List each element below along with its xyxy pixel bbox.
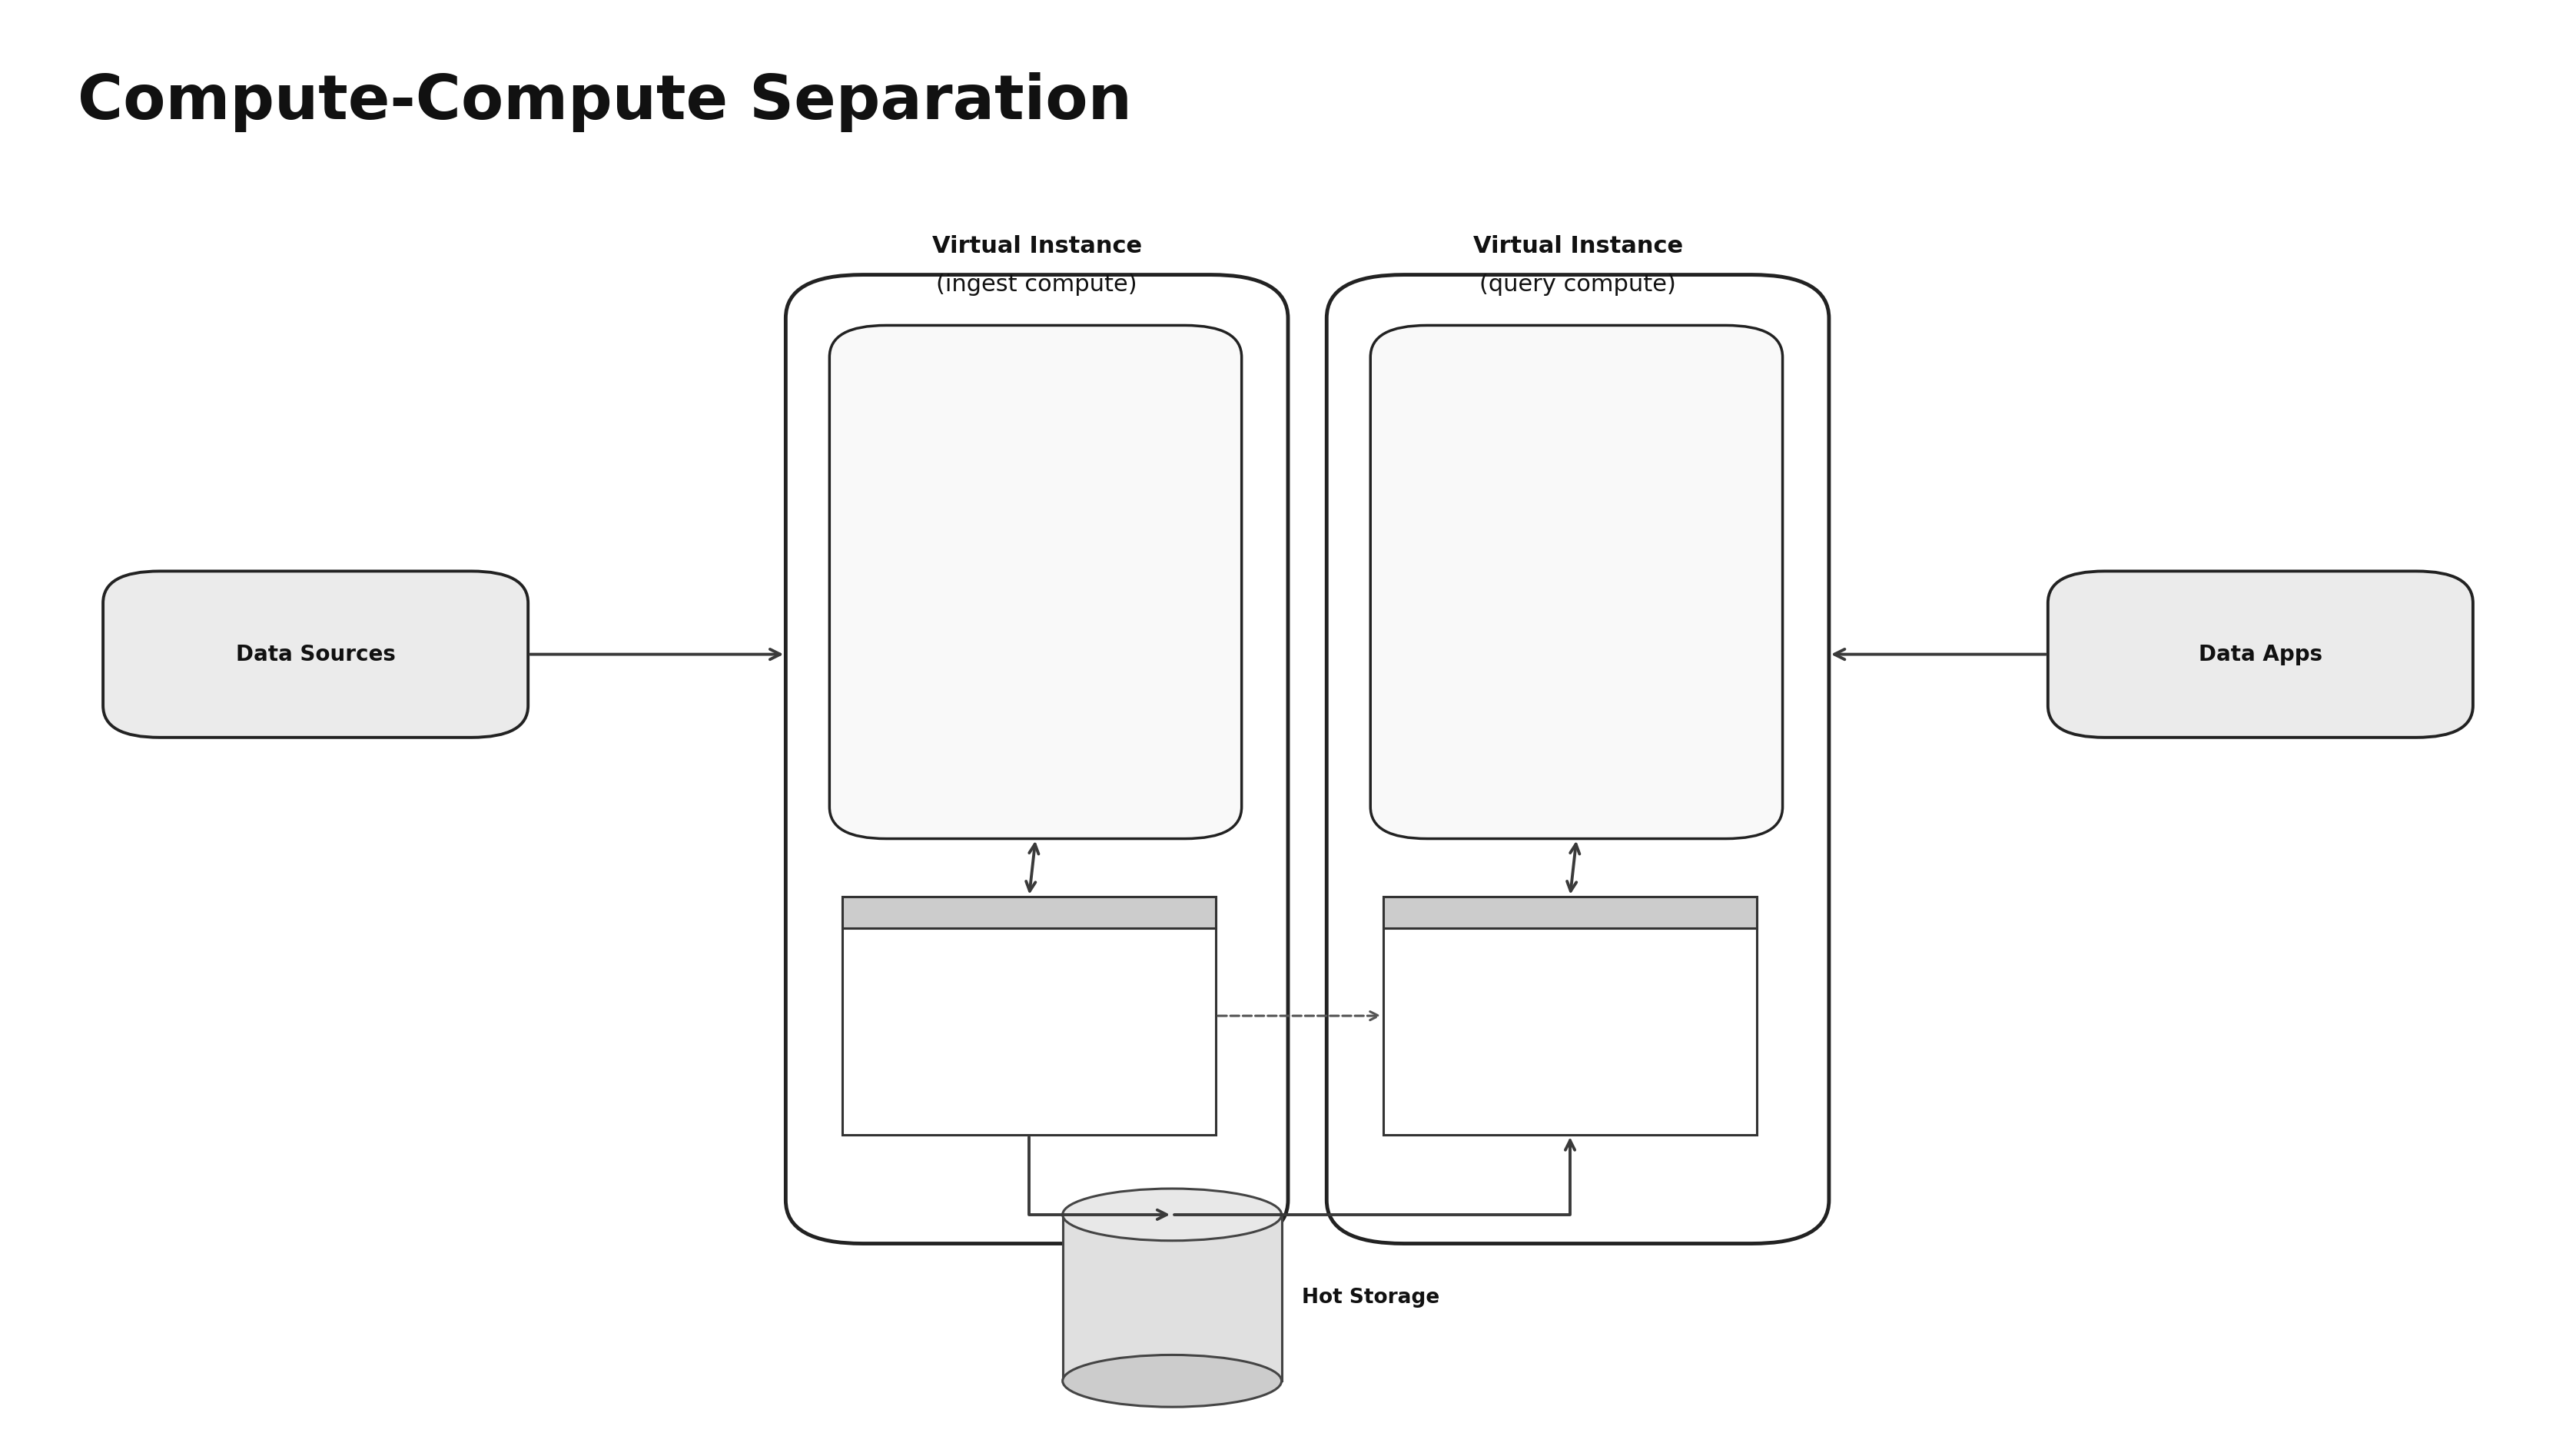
FancyBboxPatch shape [1370,325,1783,839]
FancyBboxPatch shape [842,897,1216,1135]
FancyBboxPatch shape [786,275,1288,1244]
FancyBboxPatch shape [103,571,528,737]
Text: (query compute): (query compute) [1479,273,1677,295]
Text: Hot Storage: Hot Storage [1301,1288,1440,1307]
Text: (ingest compute): (ingest compute) [935,273,1139,295]
FancyBboxPatch shape [842,897,1216,928]
Text: RocksDB
Memtable: RocksDB Memtable [1525,1009,1615,1054]
FancyBboxPatch shape [1383,897,1757,928]
Text: Virtual Instance: Virtual Instance [1473,236,1682,257]
Text: Query
Processing: Query Processing [1512,357,1641,405]
Text: Data Apps: Data Apps [2197,643,2324,665]
Ellipse shape [1064,1355,1283,1407]
Ellipse shape [1064,1189,1283,1241]
Text: Data Ingest: Data Ingest [966,357,1105,379]
Text: Data Sources: Data Sources [234,643,397,665]
Text: Parsing
Transformation
Indexing
Compactions: Parsing Transformation Indexing Compacti… [969,429,1103,528]
FancyBboxPatch shape [1327,275,1829,1244]
Text: Compute-Compute Separation: Compute-Compute Separation [77,72,1131,132]
Text: Virtual Instance: Virtual Instance [933,236,1141,257]
Text: RocksDB
Memtable: RocksDB Memtable [984,1009,1074,1054]
FancyBboxPatch shape [829,325,1242,839]
FancyBboxPatch shape [1064,1215,1283,1381]
FancyBboxPatch shape [2048,571,2473,737]
FancyBboxPatch shape [1383,897,1757,1135]
Text: Parsing
Optimization
Execution: Parsing Optimization Execution [1517,470,1636,541]
